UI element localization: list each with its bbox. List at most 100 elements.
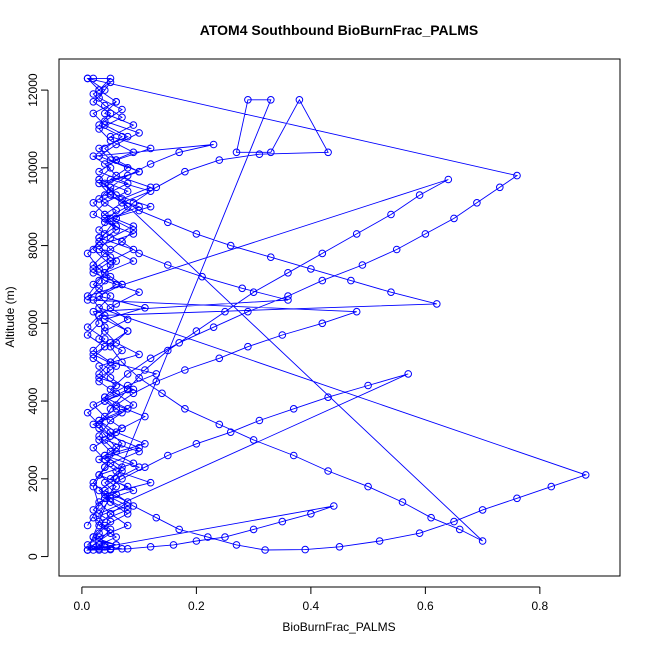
data-point [118, 408, 126, 417]
data-point [101, 117, 109, 125]
data-point [106, 498, 115, 506]
data-point [112, 428, 120, 437]
data-point [123, 370, 132, 378]
x-tick-label: 0.8 [532, 599, 549, 613]
data-point [83, 296, 92, 304]
data-point [95, 167, 103, 176]
data-point [112, 533, 120, 541]
data-point [83, 331, 92, 339]
data-point [106, 510, 115, 518]
data-point [95, 517, 103, 526]
data-point [415, 191, 424, 199]
data-point [478, 506, 487, 514]
data-point [95, 304, 103, 312]
data-point [318, 249, 327, 258]
data-point [89, 506, 98, 514]
data-point [129, 230, 138, 238]
data-point [112, 482, 120, 491]
data-point [244, 307, 252, 316]
data-point [89, 98, 98, 106]
data-point [392, 245, 401, 254]
data-point [95, 502, 103, 510]
data-point [95, 420, 103, 429]
data-point [112, 226, 120, 234]
data-point [129, 245, 138, 254]
data-point [129, 502, 138, 510]
data-point [141, 463, 149, 472]
data-point [89, 152, 98, 160]
data-point [324, 467, 332, 475]
data-point [375, 537, 384, 545]
data-point [284, 269, 292, 277]
data-point [101, 546, 109, 554]
data-point [158, 389, 166, 398]
data-point [89, 350, 98, 359]
data-point [89, 354, 98, 363]
data-point [450, 214, 458, 223]
data-point [101, 478, 109, 487]
data-point [141, 304, 149, 312]
y-axis-label: Altitude (m) [3, 286, 17, 347]
data-point [106, 234, 115, 242]
data-point [135, 202, 143, 211]
data-point [83, 292, 92, 300]
data-point [175, 339, 183, 347]
data-point [249, 288, 258, 297]
data-point [358, 261, 367, 269]
data-point [106, 339, 115, 347]
data-point [106, 214, 115, 223]
data-point [101, 199, 109, 207]
data-point [95, 335, 103, 343]
data-point [364, 381, 372, 390]
data-point [118, 280, 126, 289]
data-point [261, 546, 269, 554]
data-point [581, 471, 590, 479]
data-point [83, 521, 92, 530]
data-point [238, 284, 246, 293]
data-point [164, 451, 172, 460]
data-point [255, 416, 264, 425]
data-point [95, 455, 103, 464]
data-point [112, 443, 120, 452]
data-point [112, 541, 120, 549]
data-point [135, 206, 143, 215]
data-point [152, 370, 161, 378]
data-point [415, 529, 424, 538]
data-point [101, 486, 109, 495]
data-point [101, 494, 109, 503]
data-point [152, 183, 161, 192]
data-point [101, 210, 109, 219]
data-point [141, 366, 149, 374]
x-tick-label: 0.6 [417, 599, 434, 613]
y-tick-label: 10000 [26, 151, 40, 185]
data-point [221, 533, 229, 541]
data-point [89, 265, 98, 273]
data-point [101, 436, 109, 444]
data-point [106, 187, 115, 195]
data-point [101, 490, 109, 499]
data-point [118, 467, 126, 475]
data-point [95, 377, 103, 386]
data-point [307, 265, 315, 273]
data-point [106, 366, 115, 374]
data-point [112, 381, 120, 390]
data-point [89, 443, 98, 452]
y-tick-label: 4000 [26, 387, 40, 414]
data-point [175, 148, 183, 157]
data-point [101, 397, 109, 405]
data-point [129, 459, 138, 468]
data-point [289, 405, 298, 413]
data-point [352, 230, 361, 238]
data-point [95, 241, 103, 250]
x-axis-label: BioBurnFrac_PALMS [282, 620, 395, 634]
data-point [112, 140, 120, 149]
data-point [83, 546, 92, 554]
data-point [209, 323, 218, 332]
data-point [192, 440, 201, 448]
x-tick-label: 0.2 [188, 599, 205, 613]
data-point [169, 541, 178, 549]
data-point [106, 74, 115, 83]
data-point [547, 482, 556, 491]
data-point [112, 475, 120, 483]
y-tick-label: 2000 [26, 465, 40, 492]
